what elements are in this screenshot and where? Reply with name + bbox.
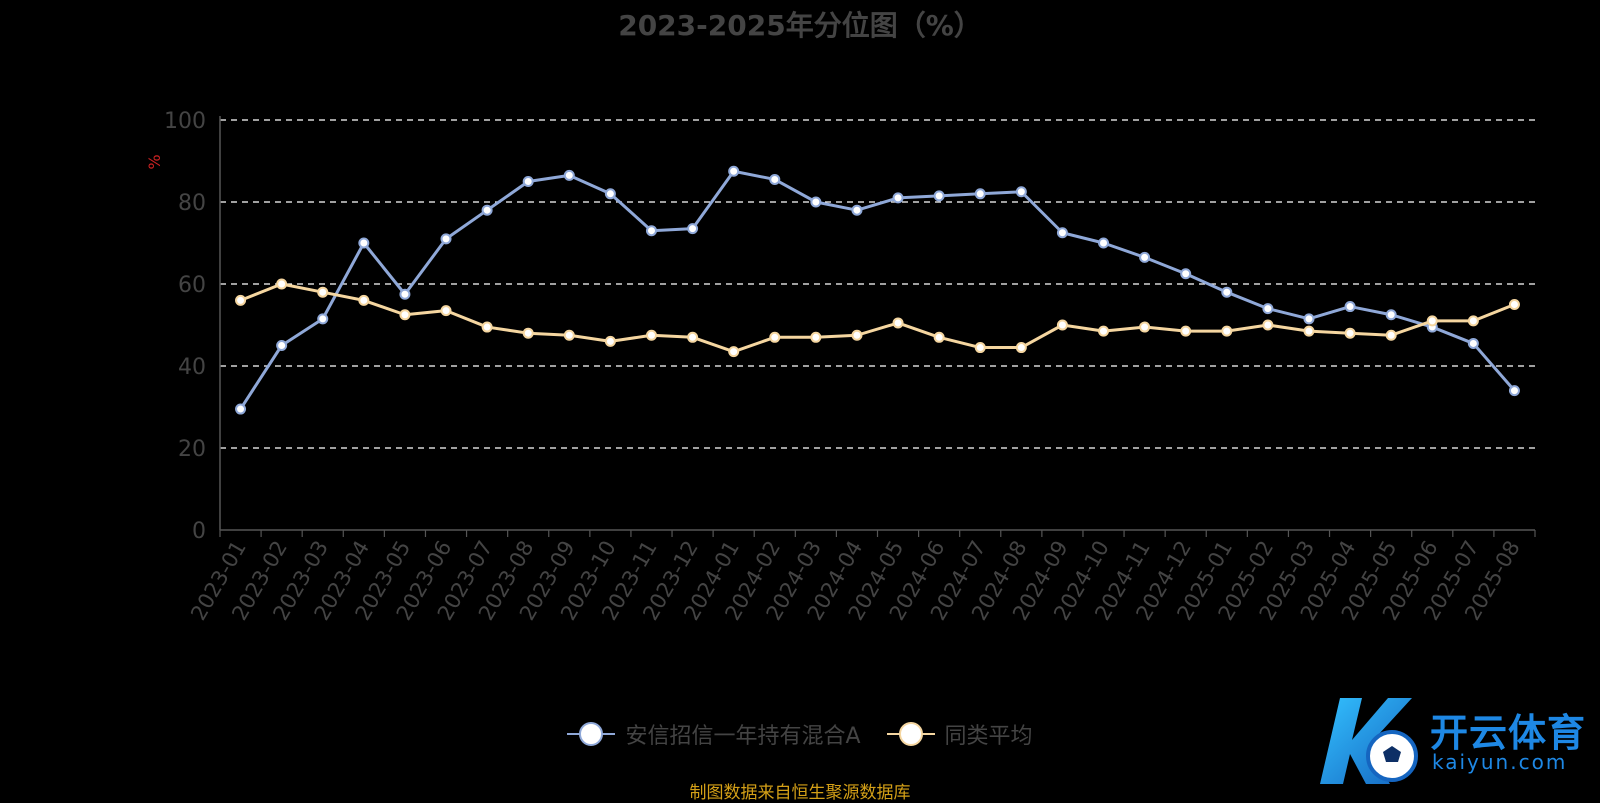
- data-point-series-1: [769, 331, 781, 343]
- data-point-series-1: [1344, 327, 1356, 339]
- watermark-text: 开云体育: [1430, 711, 1587, 755]
- data-point-series-0: [933, 190, 945, 202]
- data-point-series-0: [440, 233, 452, 245]
- data-point-series-0: [235, 403, 247, 415]
- data-point-series-0: [892, 192, 904, 204]
- data-point-series-0: [851, 204, 863, 216]
- data-point-series-1: [522, 327, 534, 339]
- watermark-domain: kaiyun.com: [1432, 750, 1568, 774]
- data-point-series-1: [563, 329, 575, 341]
- data-point-series-1: [892, 317, 904, 329]
- data-point-series-1: [1508, 299, 1520, 310]
- data-point-series-1: [728, 346, 740, 358]
- data-point-series-0: [1098, 237, 1110, 249]
- data-point-series-1: [1015, 342, 1027, 354]
- data-point-series-1: [358, 294, 370, 306]
- data-point-series-0: [1344, 301, 1356, 313]
- legend-average-marker-icon: [886, 722, 935, 746]
- data-point-series-0: [1262, 303, 1274, 315]
- data-point-series-1: [604, 335, 616, 347]
- y-tick-label: 40: [178, 355, 206, 380]
- data-point-series-0: [276, 340, 288, 351]
- chart-title: 2023-2025年分位图（%）: [618, 9, 982, 42]
- data-point-series-1: [276, 278, 288, 290]
- data-point-series-1: [317, 286, 329, 298]
- data-point-series-0: [481, 204, 493, 216]
- data-point-series-1: [1139, 321, 1151, 333]
- data-point-series-0: [399, 288, 411, 300]
- data-point-series-0: [1467, 337, 1479, 349]
- legend-item-fund[interactable]: 安信招信一年持有混合A: [567, 718, 861, 750]
- data-point-series-1: [440, 305, 452, 317]
- soccer-ball-logo-icon: [1320, 698, 1418, 784]
- data-point-series-0: [810, 196, 822, 208]
- data-point-series-0: [1508, 385, 1520, 397]
- y-tick-label: 60: [178, 273, 206, 298]
- data-point-series-0: [1385, 309, 1397, 321]
- data-point-series-1: [1221, 325, 1233, 337]
- data-point-series-1: [1098, 325, 1110, 337]
- data-point-series-1: [1385, 329, 1397, 341]
- data-point-series-1: [1467, 315, 1479, 327]
- data-point-series-0: [645, 225, 657, 237]
- data-point-series-1: [1303, 325, 1315, 337]
- data-point-series-0: [1015, 186, 1027, 198]
- legend-average-label: 同类平均: [944, 724, 1033, 749]
- data-point-series-0: [687, 223, 699, 235]
- legend-fund-marker-icon: [567, 722, 616, 746]
- series-line-0: [239, 169, 1516, 410]
- chart-legend: 安信招信一年持有混合A 同类平均: [0, 718, 1600, 750]
- data-point-series-0: [1221, 286, 1233, 298]
- data-point-series-0: [728, 165, 740, 177]
- data-point-series-0: [563, 169, 575, 181]
- y-tick-label: 100: [164, 109, 206, 134]
- data-point-series-1: [645, 329, 657, 341]
- data-point-series-1: [1426, 315, 1438, 327]
- data-point-series-0: [974, 188, 986, 200]
- data-point-series-1: [687, 331, 699, 343]
- y-axis-unit-label: %: [145, 154, 164, 169]
- data-point-series-1: [974, 342, 986, 354]
- data-point-series-1: [1180, 325, 1192, 337]
- data-point-series-0: [1303, 313, 1315, 325]
- data-point-series-0: [1139, 251, 1151, 263]
- data-point-series-0: [1180, 268, 1192, 280]
- data-point-series-0: [604, 188, 616, 200]
- data-point-series-1: [481, 321, 493, 333]
- data-point-series-0: [317, 313, 329, 325]
- data-point-series-0: [1056, 227, 1068, 239]
- data-point-series-0: [522, 176, 534, 187]
- legend-fund-label: 安信招信一年持有混合A: [625, 724, 861, 749]
- y-tick-label: 0: [192, 519, 206, 544]
- series-line-1: [239, 282, 1516, 354]
- data-point-series-0: [358, 237, 370, 249]
- y-tick-label: 20: [178, 437, 206, 462]
- data-point-series-1: [399, 309, 411, 321]
- data-point-series-1: [1056, 319, 1068, 331]
- data-point-series-1: [235, 294, 247, 306]
- data-point-series-1: [1262, 319, 1274, 331]
- watermark-logo: 开云体育 kaiyun.com: [1310, 694, 1600, 794]
- data-point-series-0: [769, 173, 781, 185]
- y-tick-label: 80: [178, 191, 206, 216]
- data-source-note: 制图数据来自恒生聚源数据库: [689, 783, 911, 803]
- legend-item-category-average[interactable]: 同类平均: [886, 718, 1033, 750]
- data-point-series-1: [810, 331, 822, 343]
- data-point-series-1: [851, 329, 863, 341]
- data-point-series-1: [933, 331, 945, 343]
